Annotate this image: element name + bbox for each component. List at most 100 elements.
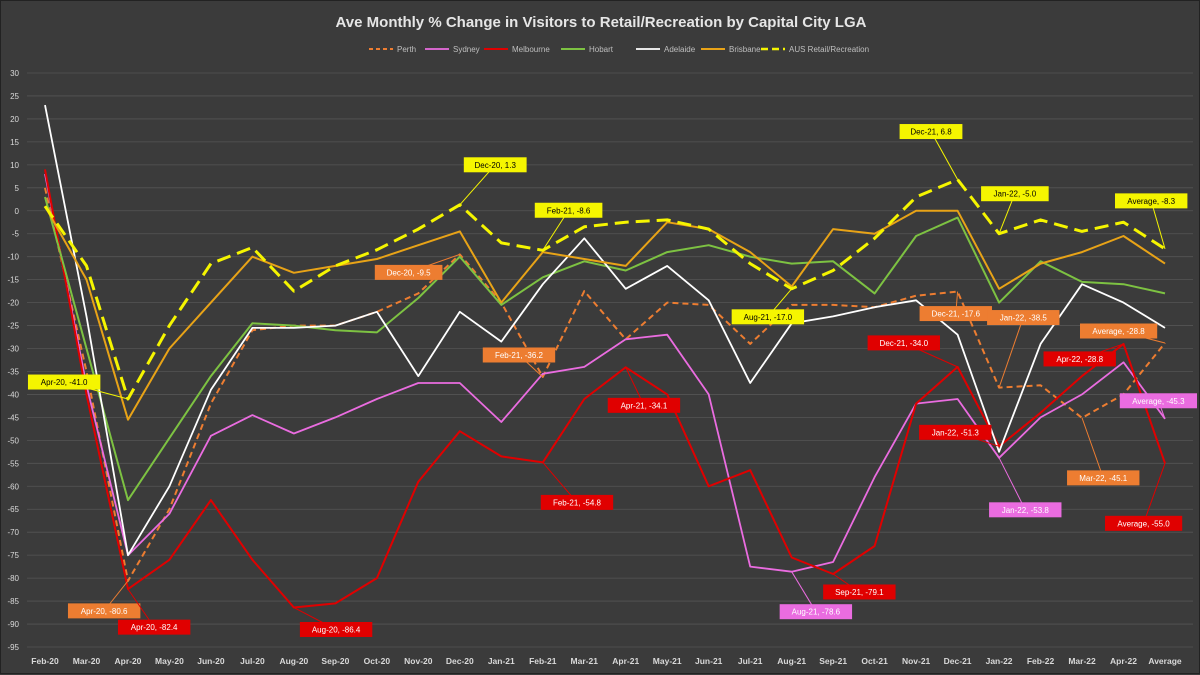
x-tick-label: Jun-21 — [695, 656, 723, 666]
legend-label-hobart: Hobart — [589, 45, 614, 54]
callout-label-aus-retail-recreation-apr-20: Apr-20, -41.0 — [41, 378, 88, 387]
callout-label-melbourne-apr-20: Apr-20, -82.4 — [131, 623, 178, 632]
callout-box-melbourne-aug-20 — [299, 622, 373, 637]
callout-label-aus-retail-recreation-feb-21: Feb-21, -8.6 — [547, 206, 591, 215]
y-tick-label: -55 — [7, 459, 19, 468]
y-tick-label: -95 — [7, 643, 19, 652]
callout-leader-sydney-jan-22 — [998, 457, 1026, 511]
y-tick-label: -15 — [7, 276, 19, 285]
x-tick-label: Apr-21 — [612, 656, 639, 666]
callout-box-perth-apr-20 — [67, 603, 141, 619]
y-tick-label: -80 — [7, 574, 19, 583]
callout-box-aus-retail-recreation-jan-22 — [981, 186, 1049, 202]
x-tick-label: Mar-20 — [73, 656, 101, 666]
y-tick-label: -30 — [7, 345, 19, 354]
y-tick-label: -10 — [7, 253, 19, 262]
x-tick-label: Jan-22 — [986, 656, 1013, 666]
callout-leader-perth-jan-22 — [998, 317, 1024, 388]
x-tick-label: Jun-20 — [197, 656, 225, 666]
gridlines — [27, 72, 1193, 648]
callout-label-perth-mar-22: Mar-22, -45.1 — [1079, 474, 1128, 483]
y-tick-label: 15 — [10, 138, 19, 147]
callout-box-sydney-average — [1119, 393, 1197, 409]
x-tick-label: Mar-21 — [571, 656, 599, 666]
callout-label-perth-feb-21: Feb-21, -36.2 — [495, 351, 544, 360]
y-tick-label: 30 — [10, 69, 19, 78]
x-axis: Feb-20 Mar-20 Apr-20 May-20 Jun-20 Jul-20 Aug-… — [31, 656, 1182, 666]
callout-label-aus-retail-recreation-jan-22: Jan-22, -5.0 — [994, 190, 1037, 199]
callout-label-aus-retail-recreation-aug-21: Aug-21, -17.0 — [744, 313, 793, 322]
callout-label-perth-average: Average, -28.8 — [1092, 327, 1145, 336]
callout-label-perth-jan-22: Jan-22, -38.5 — [1000, 314, 1048, 323]
legend-label-adelaide: Adelaide — [664, 45, 696, 54]
callout-leader-aus-retail-recreation-average — [1150, 200, 1166, 250]
callout-label-melbourne-sep-21: Sep-21, -79.1 — [835, 588, 884, 597]
series-line-brisbane — [44, 205, 1166, 421]
series-line-melbourne — [44, 169, 1166, 609]
callout-label-melbourne-apr-22: Apr-22, -28.8 — [1056, 355, 1103, 364]
callout-box-melbourne-sep-21 — [823, 584, 896, 600]
series-line-aus-retail-recreation — [43, 178, 1166, 401]
callout-label-sydney-average: Average, -45.3 — [1132, 397, 1185, 406]
callout-label-aus-retail-recreation-average: Average, -8.3 — [1127, 197, 1175, 206]
y-tick-label: -20 — [7, 299, 19, 308]
y-tick-label: 0 — [15, 207, 20, 216]
callout-label-melbourne-average: Average, -55.0 — [1117, 519, 1170, 528]
x-tick-label: Feb-20 — [31, 656, 59, 666]
y-tick-label: -45 — [7, 413, 19, 422]
legend-label-melbourne: Melbourne — [512, 45, 550, 54]
callout-box-aus-retail-recreation-dec-20 — [463, 157, 527, 173]
data-callouts: Apr-20, -41.0 Dec-20, 1.3 Feb-21, -8.6 Aug-… — [27, 124, 1197, 637]
callout-box-aus-retail-recreation-dec-21 — [899, 124, 963, 140]
callout-label-melbourne-aug-20: Aug-20, -86.4 — [312, 626, 361, 635]
callout-box-melbourne-apr-20 — [117, 619, 191, 635]
callout-box-melbourne-jan-22 — [919, 424, 992, 440]
y-tick-label: -60 — [7, 482, 19, 491]
x-tick-label: Nov-20 — [404, 656, 433, 666]
x-tick-label: Aug-20 — [279, 656, 308, 666]
x-tick-label: Dec-21 — [944, 656, 972, 666]
series-line-hobart — [44, 196, 1166, 502]
y-tick-label: -70 — [7, 528, 19, 537]
x-tick-label: Oct-20 — [364, 656, 391, 666]
callout-box-perth-feb-21 — [482, 347, 556, 363]
x-tick-label: Apr-20 — [114, 656, 141, 666]
y-tick-label: -65 — [7, 505, 19, 514]
callout-label-aus-retail-recreation-dec-21: Dec-21, 6.8 — [910, 128, 952, 137]
callout-label-melbourne-apr-21: Apr-21, -34.1 — [621, 401, 668, 410]
callout-box-perth-average — [1080, 323, 1158, 339]
callout-box-melbourne-feb-21 — [540, 494, 614, 510]
x-tick-label: Jul-21 — [738, 656, 763, 666]
callout-leader-perth-mar-22 — [1081, 417, 1104, 479]
callout-box-melbourne-apr-22 — [1043, 351, 1116, 367]
x-tick-label: May-21 — [653, 656, 682, 666]
y-tick-label: -85 — [7, 597, 19, 606]
series-line-adelaide — [44, 104, 1166, 557]
x-tick-label: Aug-21 — [777, 656, 806, 666]
x-tick-label: Apr-22 — [1110, 656, 1137, 666]
callout-label-melbourne-dec-21: Dec-21, -34.0 — [880, 339, 929, 348]
y-tick-label: 10 — [10, 161, 19, 170]
y-tick-label: -50 — [7, 436, 19, 445]
x-tick-label: Oct-21 — [861, 656, 888, 666]
callout-box-perth-dec-20 — [374, 264, 443, 280]
y-tick-label: -75 — [7, 551, 19, 560]
y-tick-label: -90 — [7, 620, 19, 629]
x-tick-label: Average — [1148, 656, 1182, 666]
callout-box-melbourne-dec-21 — [867, 335, 940, 351]
callout-label-melbourne-jan-22: Jan-22, -51.3 — [932, 428, 980, 437]
x-tick-label: Jan-21 — [488, 656, 515, 666]
y-tick-label: -40 — [7, 390, 19, 399]
legend-label-aus-retail-recreation: AUS Retail/Recreation — [789, 45, 869, 54]
y-tick-label: 5 — [15, 184, 20, 193]
legend-label-brisbane: Brisbane — [729, 45, 761, 54]
y-axis: 30 25 20 15 10 5 0 -5 -10 -15 -20 -25 -30 -35 -40 -45 -5… — [7, 69, 19, 652]
callout-label-aus-retail-recreation-dec-20: Dec-20, 1.3 — [475, 161, 517, 170]
x-tick-label: Sep-21 — [819, 656, 847, 666]
y-tick-label: -25 — [7, 322, 19, 331]
callout-leader-melbourne-average — [1143, 463, 1166, 524]
x-tick-label: Sep-20 — [321, 656, 349, 666]
callout-label-perth-dec-21: Dec-21, -17.6 — [932, 310, 981, 319]
callout-box-melbourne-apr-21 — [607, 397, 681, 413]
